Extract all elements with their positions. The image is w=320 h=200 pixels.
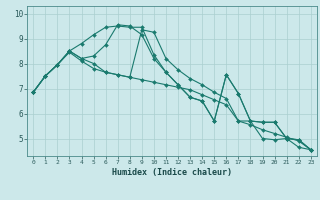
X-axis label: Humidex (Indice chaleur): Humidex (Indice chaleur) <box>112 168 232 177</box>
